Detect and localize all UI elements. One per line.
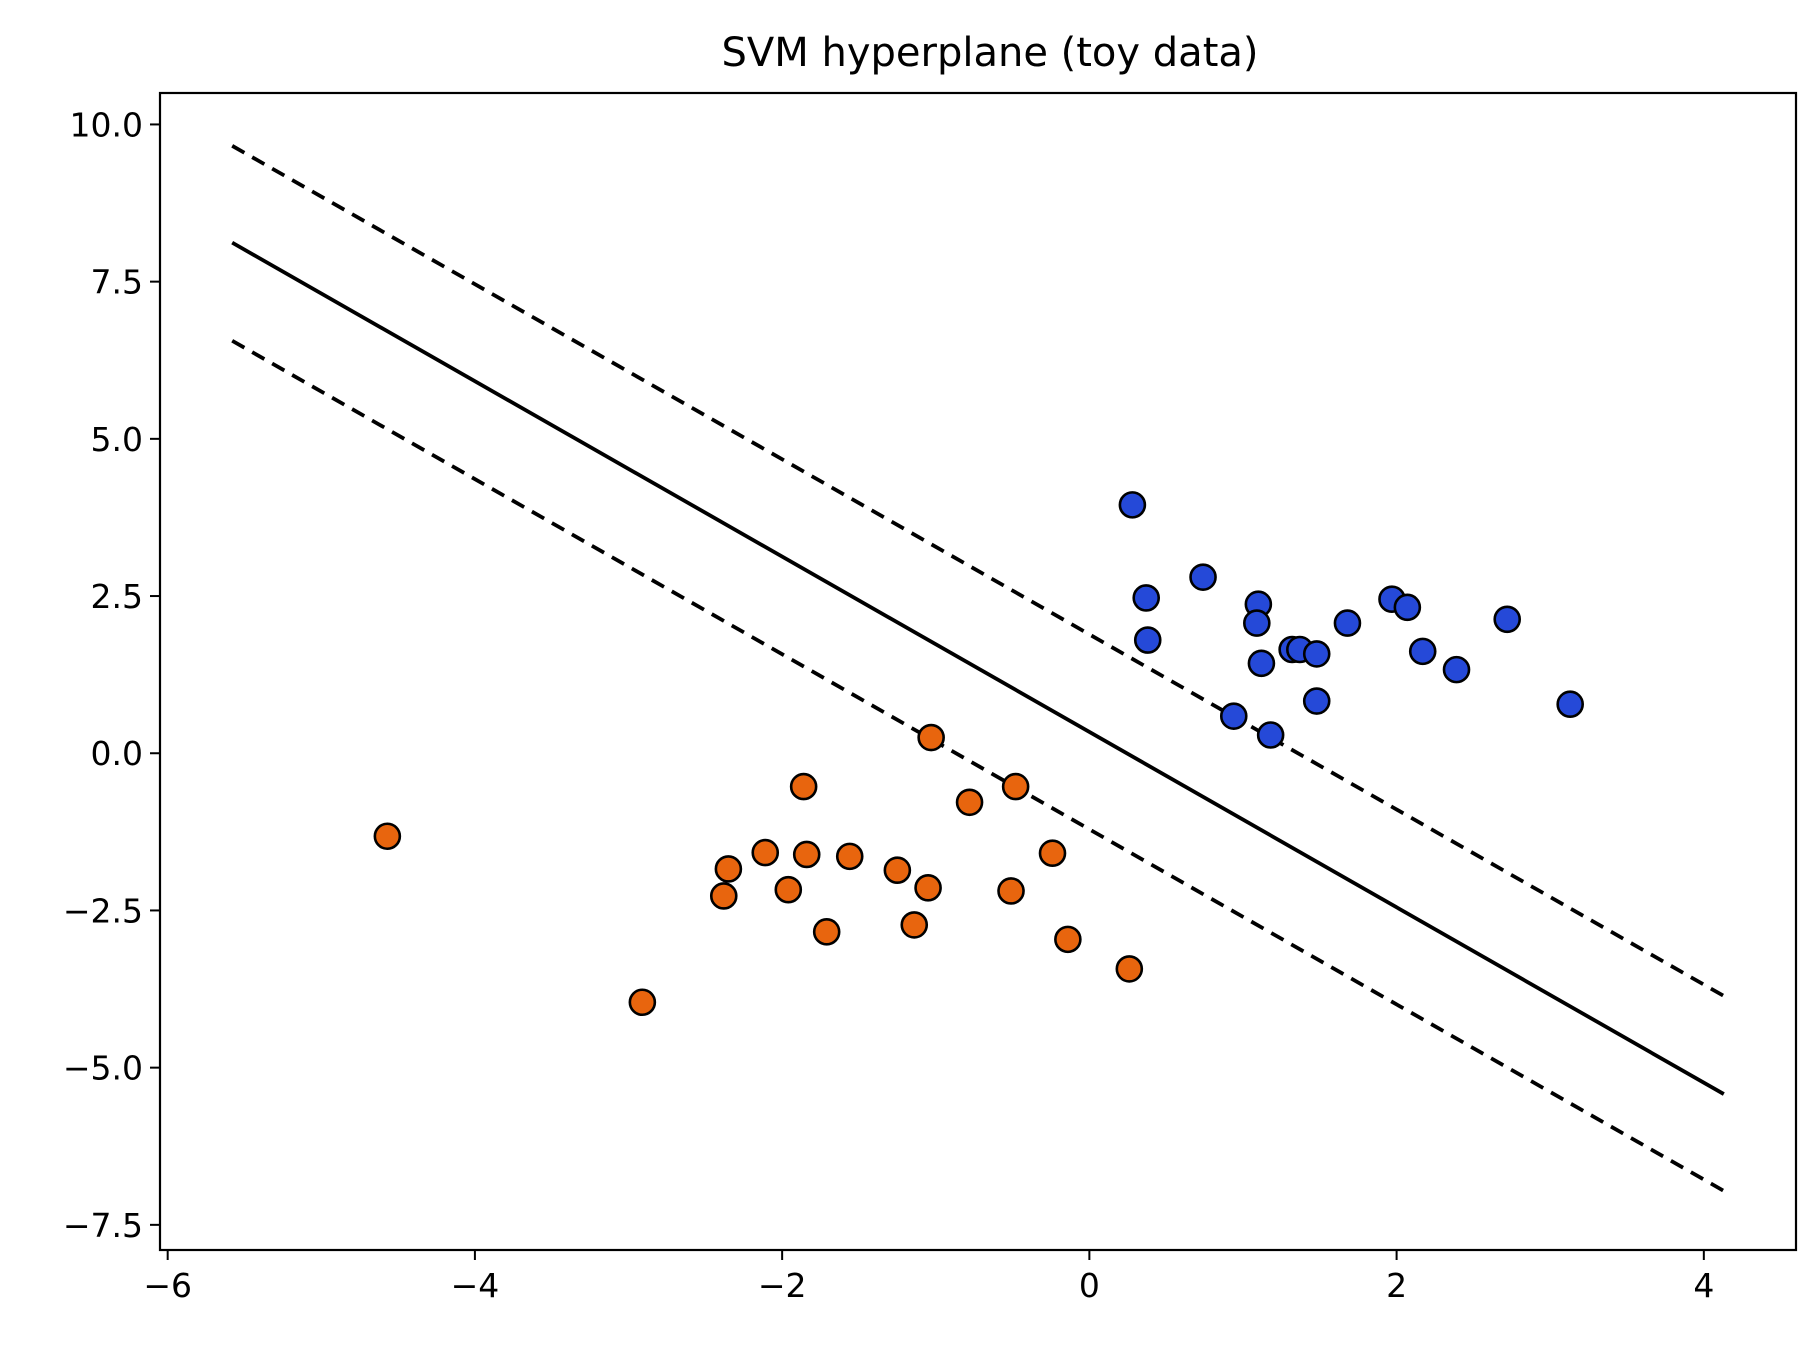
y-tick-label: 7.5: [91, 263, 143, 302]
point-s1-19: [1115, 955, 1144, 983]
y-tick-label: −7.5: [63, 1206, 143, 1245]
point-s0-15: [1493, 605, 1522, 634]
point-s0-13: [1408, 637, 1437, 666]
point-s1-6: [789, 772, 818, 801]
point-s0-19: [1256, 721, 1285, 749]
margin-line-2: [231, 339, 1725, 1193]
point-s0-9: [1302, 640, 1331, 668]
point-s1-11: [900, 911, 929, 939]
x-tick-label: −4: [451, 1266, 500, 1305]
point-s1-7: [792, 840, 821, 869]
point-s0-12: [1393, 593, 1422, 622]
point-s1-18: [1054, 925, 1082, 954]
point-s0-18: [1219, 702, 1248, 730]
point-s0-2: [1133, 626, 1162, 654]
x-tick-label: −2: [758, 1266, 807, 1305]
y-tick-label: 10.0: [70, 105, 143, 144]
point-s0-10: [1333, 609, 1362, 637]
point-s1-17: [1038, 839, 1067, 868]
point-s0-6: [1247, 649, 1276, 678]
y-tick-label: 2.5: [91, 577, 143, 616]
y-tick-label: 0.0: [91, 734, 143, 773]
point-s0-1: [1132, 584, 1161, 612]
y-tick-label: −2.5: [63, 891, 143, 930]
chart-title: SVM hyperplane (toy data): [722, 30, 1259, 76]
point-s1-2: [709, 882, 738, 910]
point-s1-4: [751, 838, 780, 867]
x-tick-label: −6: [143, 1266, 192, 1305]
margin-line-1: [231, 144, 1725, 998]
point-s0-17: [1302, 687, 1331, 715]
data-points: [373, 491, 1584, 1017]
point-s1-1: [628, 988, 657, 1017]
point-s0-16: [1556, 690, 1584, 718]
hyperplane-line: [231, 241, 1725, 1096]
y-tick-label: −5.0: [63, 1049, 143, 1088]
point-s0-5: [1243, 609, 1271, 637]
point-s1-16: [997, 877, 1025, 905]
point-s0-3: [1189, 563, 1217, 591]
x-tick-label: 0: [1079, 1266, 1100, 1305]
y-axis: −7.5 −5.0 −2.5 0.0 2.5 5.0 7.5 10.0: [63, 105, 160, 1245]
point-s1-9: [835, 842, 864, 871]
x-axis: −6 −4 −2 0 2 4: [143, 1250, 1714, 1305]
point-s1-10: [883, 856, 912, 885]
point-s1-15: [1001, 772, 1030, 801]
point-s1-14: [955, 788, 984, 817]
plot-frame: [158, 91, 1798, 1252]
point-s1-3: [714, 855, 743, 883]
point-s1-0: [373, 822, 402, 851]
point-s1-13: [917, 723, 945, 752]
point-s1-5: [774, 875, 803, 904]
y-tick-label: 5.0: [91, 420, 143, 459]
x-tick-label: 4: [1693, 1266, 1714, 1305]
point-s1-12: [914, 874, 942, 902]
point-s0-14: [1442, 655, 1471, 684]
point-s1-8: [812, 918, 841, 946]
x-tick-label: 2: [1386, 1266, 1407, 1305]
decision-lines: [231, 144, 1725, 1193]
point-s0-0: [1118, 491, 1147, 519]
